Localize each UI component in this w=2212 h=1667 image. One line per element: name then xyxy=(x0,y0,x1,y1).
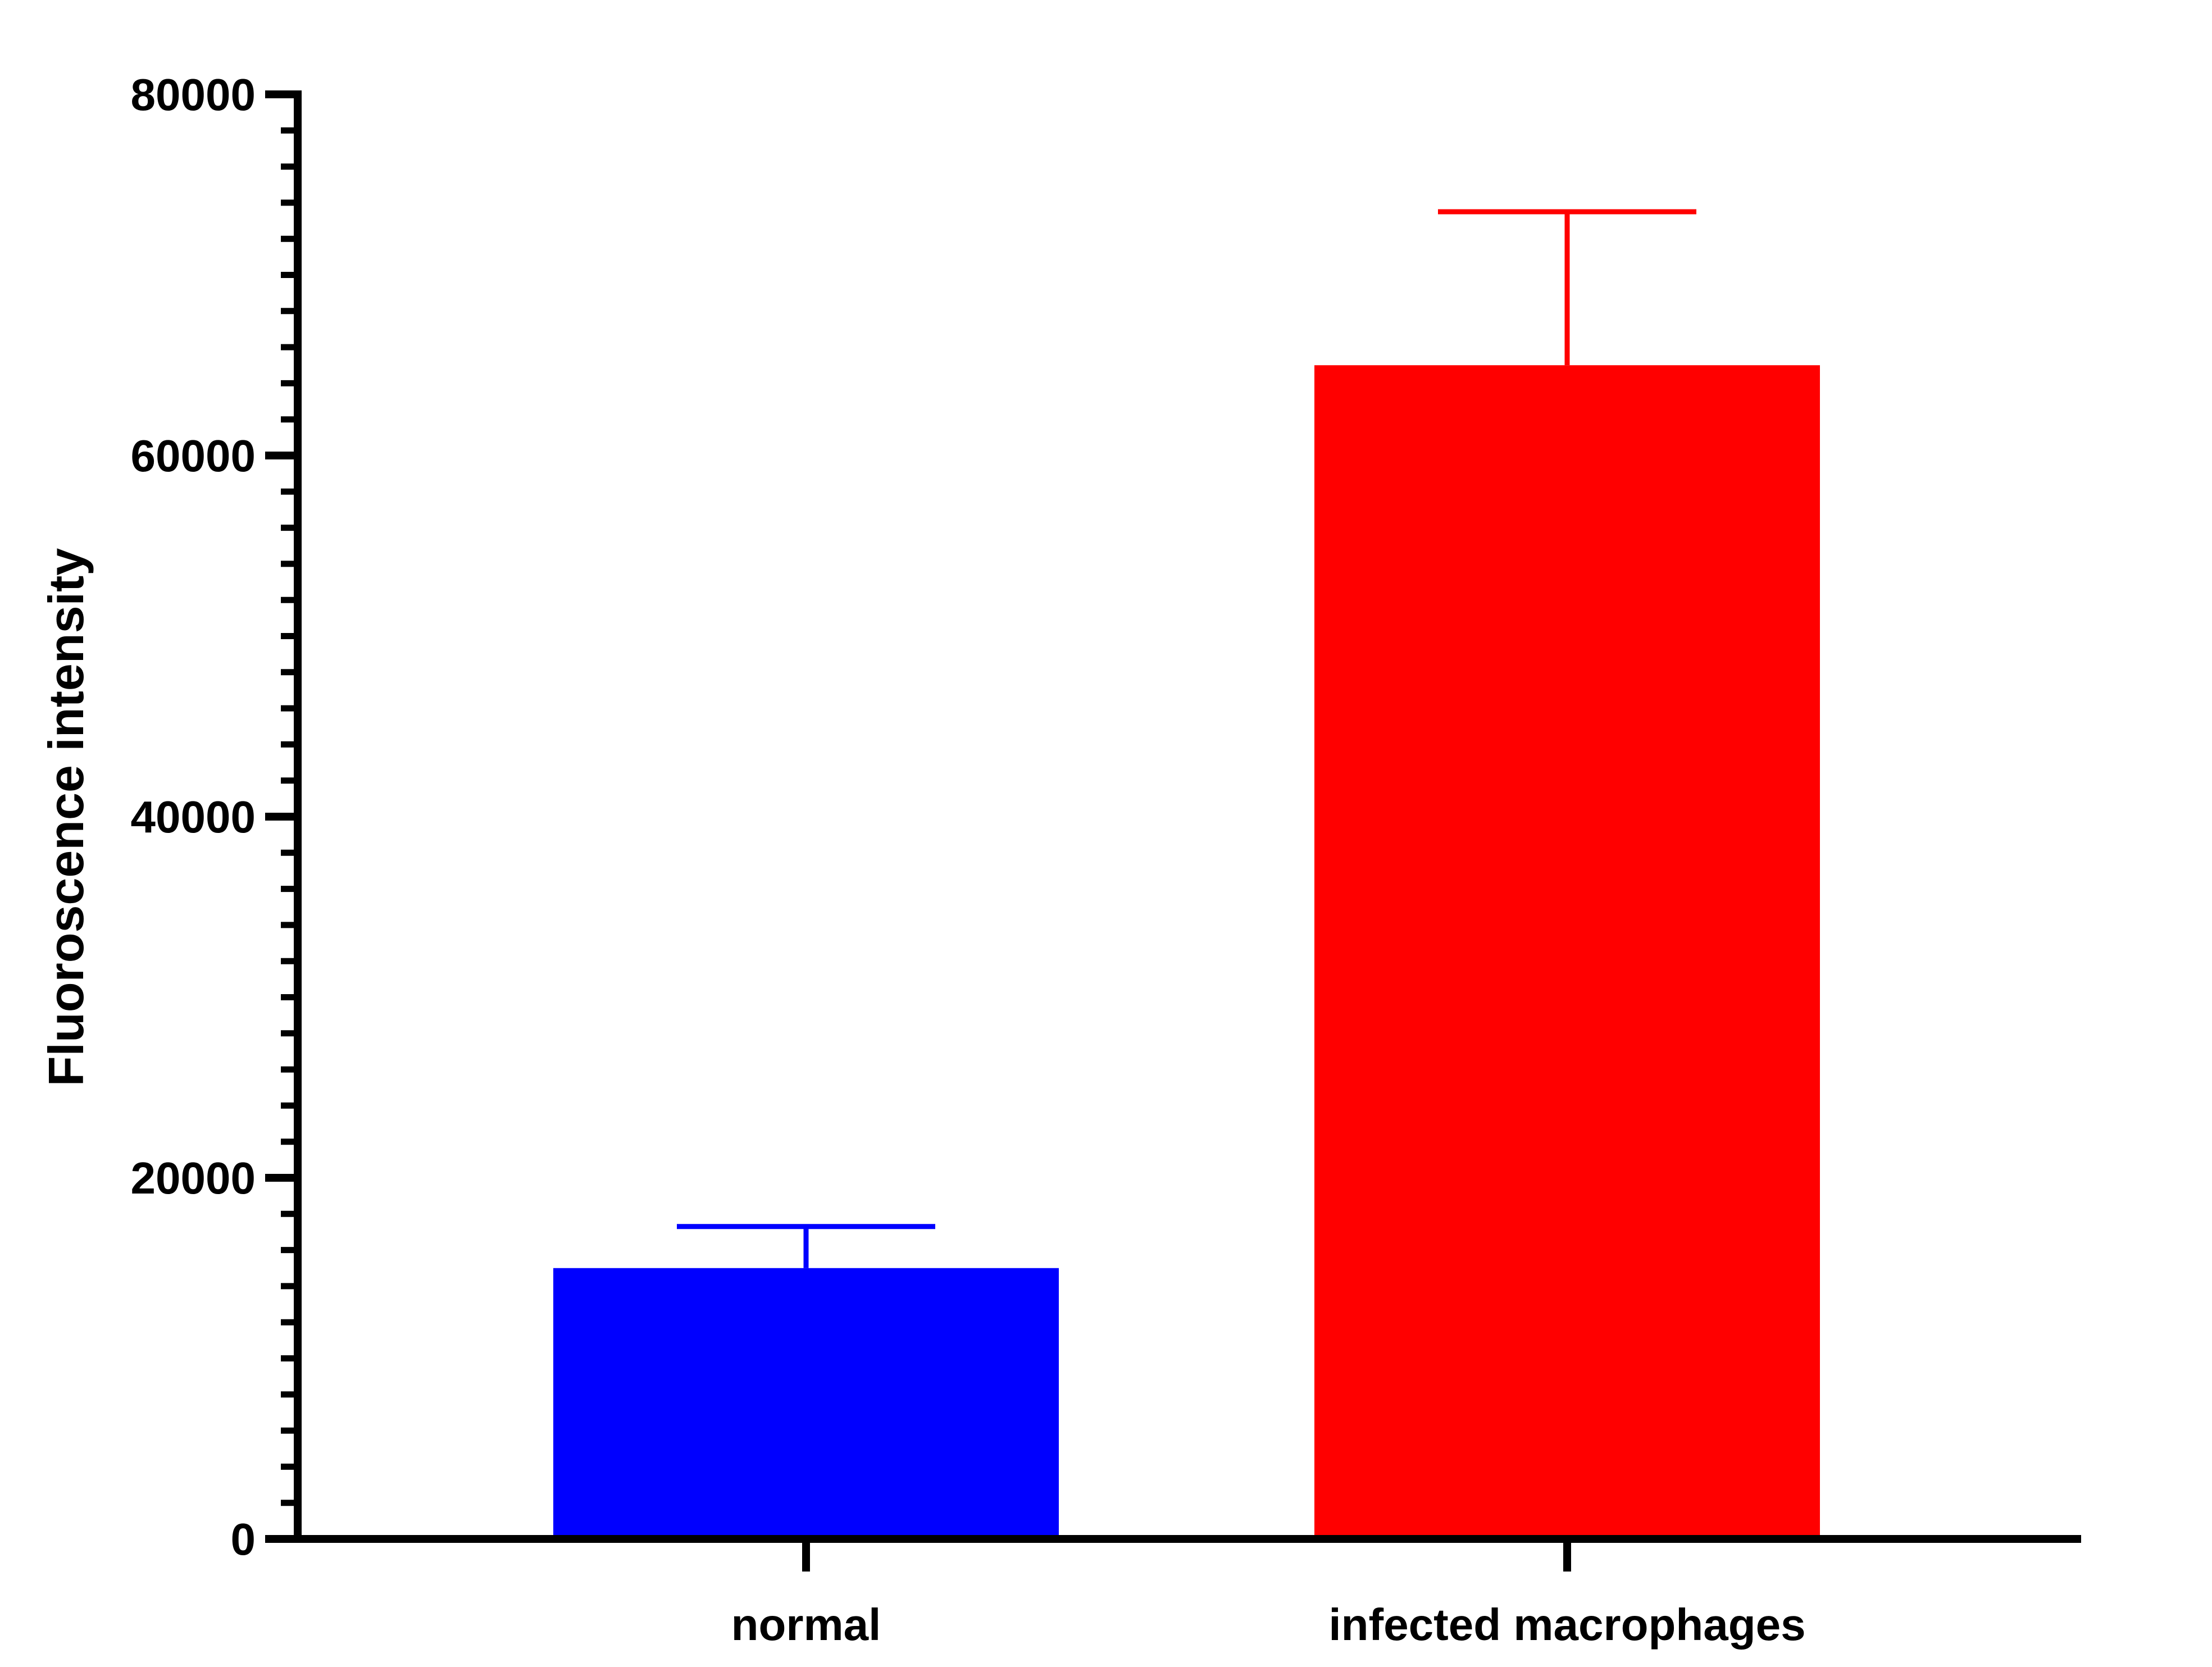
plot-area: normal infected macrophages 0 20000 40000 600… xyxy=(131,70,2081,1650)
y-tick-label-2: 40000 xyxy=(131,792,256,842)
y-axis-title: Fluoroscence intensity xyxy=(38,548,94,1087)
y-tick-label-0: 0 xyxy=(231,1514,256,1564)
bar-0 xyxy=(553,1268,1059,1539)
y-tick-label-3: 60000 xyxy=(131,431,256,481)
y-tick-label-4: 80000 xyxy=(131,70,256,120)
x-tick-label-1: infected macrophages xyxy=(1328,1600,1805,1650)
x-tick-label-0: normal xyxy=(731,1600,881,1650)
bar-1 xyxy=(1314,365,1820,1539)
y-tick-label-1: 20000 xyxy=(131,1153,256,1203)
